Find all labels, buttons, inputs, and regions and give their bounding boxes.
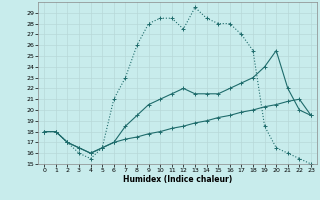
X-axis label: Humidex (Indice chaleur): Humidex (Indice chaleur) xyxy=(123,175,232,184)
